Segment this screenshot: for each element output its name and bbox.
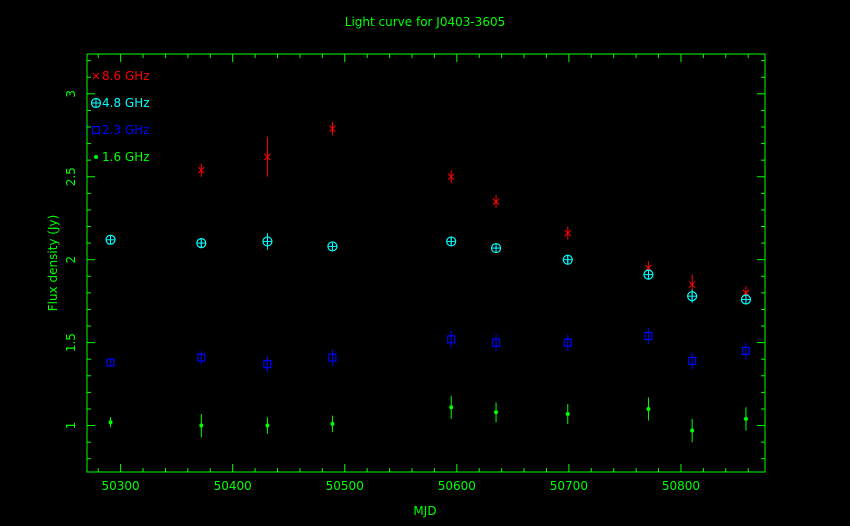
y-tick-label: 1	[64, 422, 78, 430]
x-tick-label: 50600	[438, 479, 476, 493]
x-tick-label: 50300	[102, 479, 140, 493]
y-tick-label: 2.5	[64, 167, 78, 186]
data-point	[106, 358, 115, 367]
data-point	[265, 423, 270, 428]
data-point	[108, 420, 113, 425]
y-axis-label: Flux density (Jy)	[46, 215, 60, 312]
data-point	[328, 353, 337, 362]
legend-marker	[91, 125, 101, 135]
data-point	[688, 281, 696, 288]
data-point	[449, 405, 454, 410]
x-axis-label: MJD	[413, 504, 436, 518]
data-point	[264, 153, 271, 161]
axis-tick-labels: 50300 50400 50500 50600 50700 50800 1 1.5 2 2.5 3	[64, 90, 700, 493]
x-tick-label: 50500	[326, 479, 364, 493]
data-point	[330, 421, 335, 426]
data-point	[646, 406, 651, 411]
data-point	[644, 331, 653, 341]
legend-label: 2.3 GHz	[102, 123, 150, 137]
legend-marker	[94, 155, 98, 159]
axis-ticks	[87, 54, 765, 472]
data-point	[688, 356, 697, 365]
x-tick-label: 50400	[214, 479, 252, 493]
data-point	[447, 173, 455, 181]
data-marks	[105, 122, 752, 443]
plot-frame	[86, 53, 766, 473]
data-point	[563, 338, 572, 347]
legend-label: 1.6 GHz	[102, 150, 150, 164]
y-tick-label: 3	[64, 90, 78, 98]
y-tick-label: 1.5	[64, 333, 78, 352]
data-point	[197, 353, 206, 362]
data-point	[690, 428, 695, 433]
data-point	[491, 338, 501, 347]
data-point	[741, 346, 751, 356]
data-point	[447, 335, 456, 344]
x-tick-label: 50700	[550, 479, 588, 493]
data-point	[197, 166, 205, 174]
legend-label: 4.8 GHz	[102, 96, 150, 110]
data-point	[494, 410, 499, 415]
legend: 8.6 GHz 4.8 GHz 2.3 GHz 1.6 GHz	[90, 69, 150, 164]
data-point	[743, 416, 748, 421]
series-1-6-ghz	[108, 395, 748, 443]
x-tick-label: 50800	[662, 479, 700, 493]
series-2-3-ghz	[106, 327, 751, 373]
data-point	[263, 360, 272, 369]
data-point	[564, 229, 572, 237]
chart-title: Light curve for J0403-3605	[345, 15, 505, 29]
data-point	[329, 125, 336, 132]
series-4-8-ghz	[105, 233, 752, 305]
legend-label: 8.6 GHz	[102, 69, 150, 83]
legend-marker	[92, 72, 100, 80]
data-point	[565, 411, 570, 416]
y-tick-label: 2	[64, 256, 78, 264]
data-point	[199, 423, 204, 428]
data-point	[492, 198, 500, 205]
